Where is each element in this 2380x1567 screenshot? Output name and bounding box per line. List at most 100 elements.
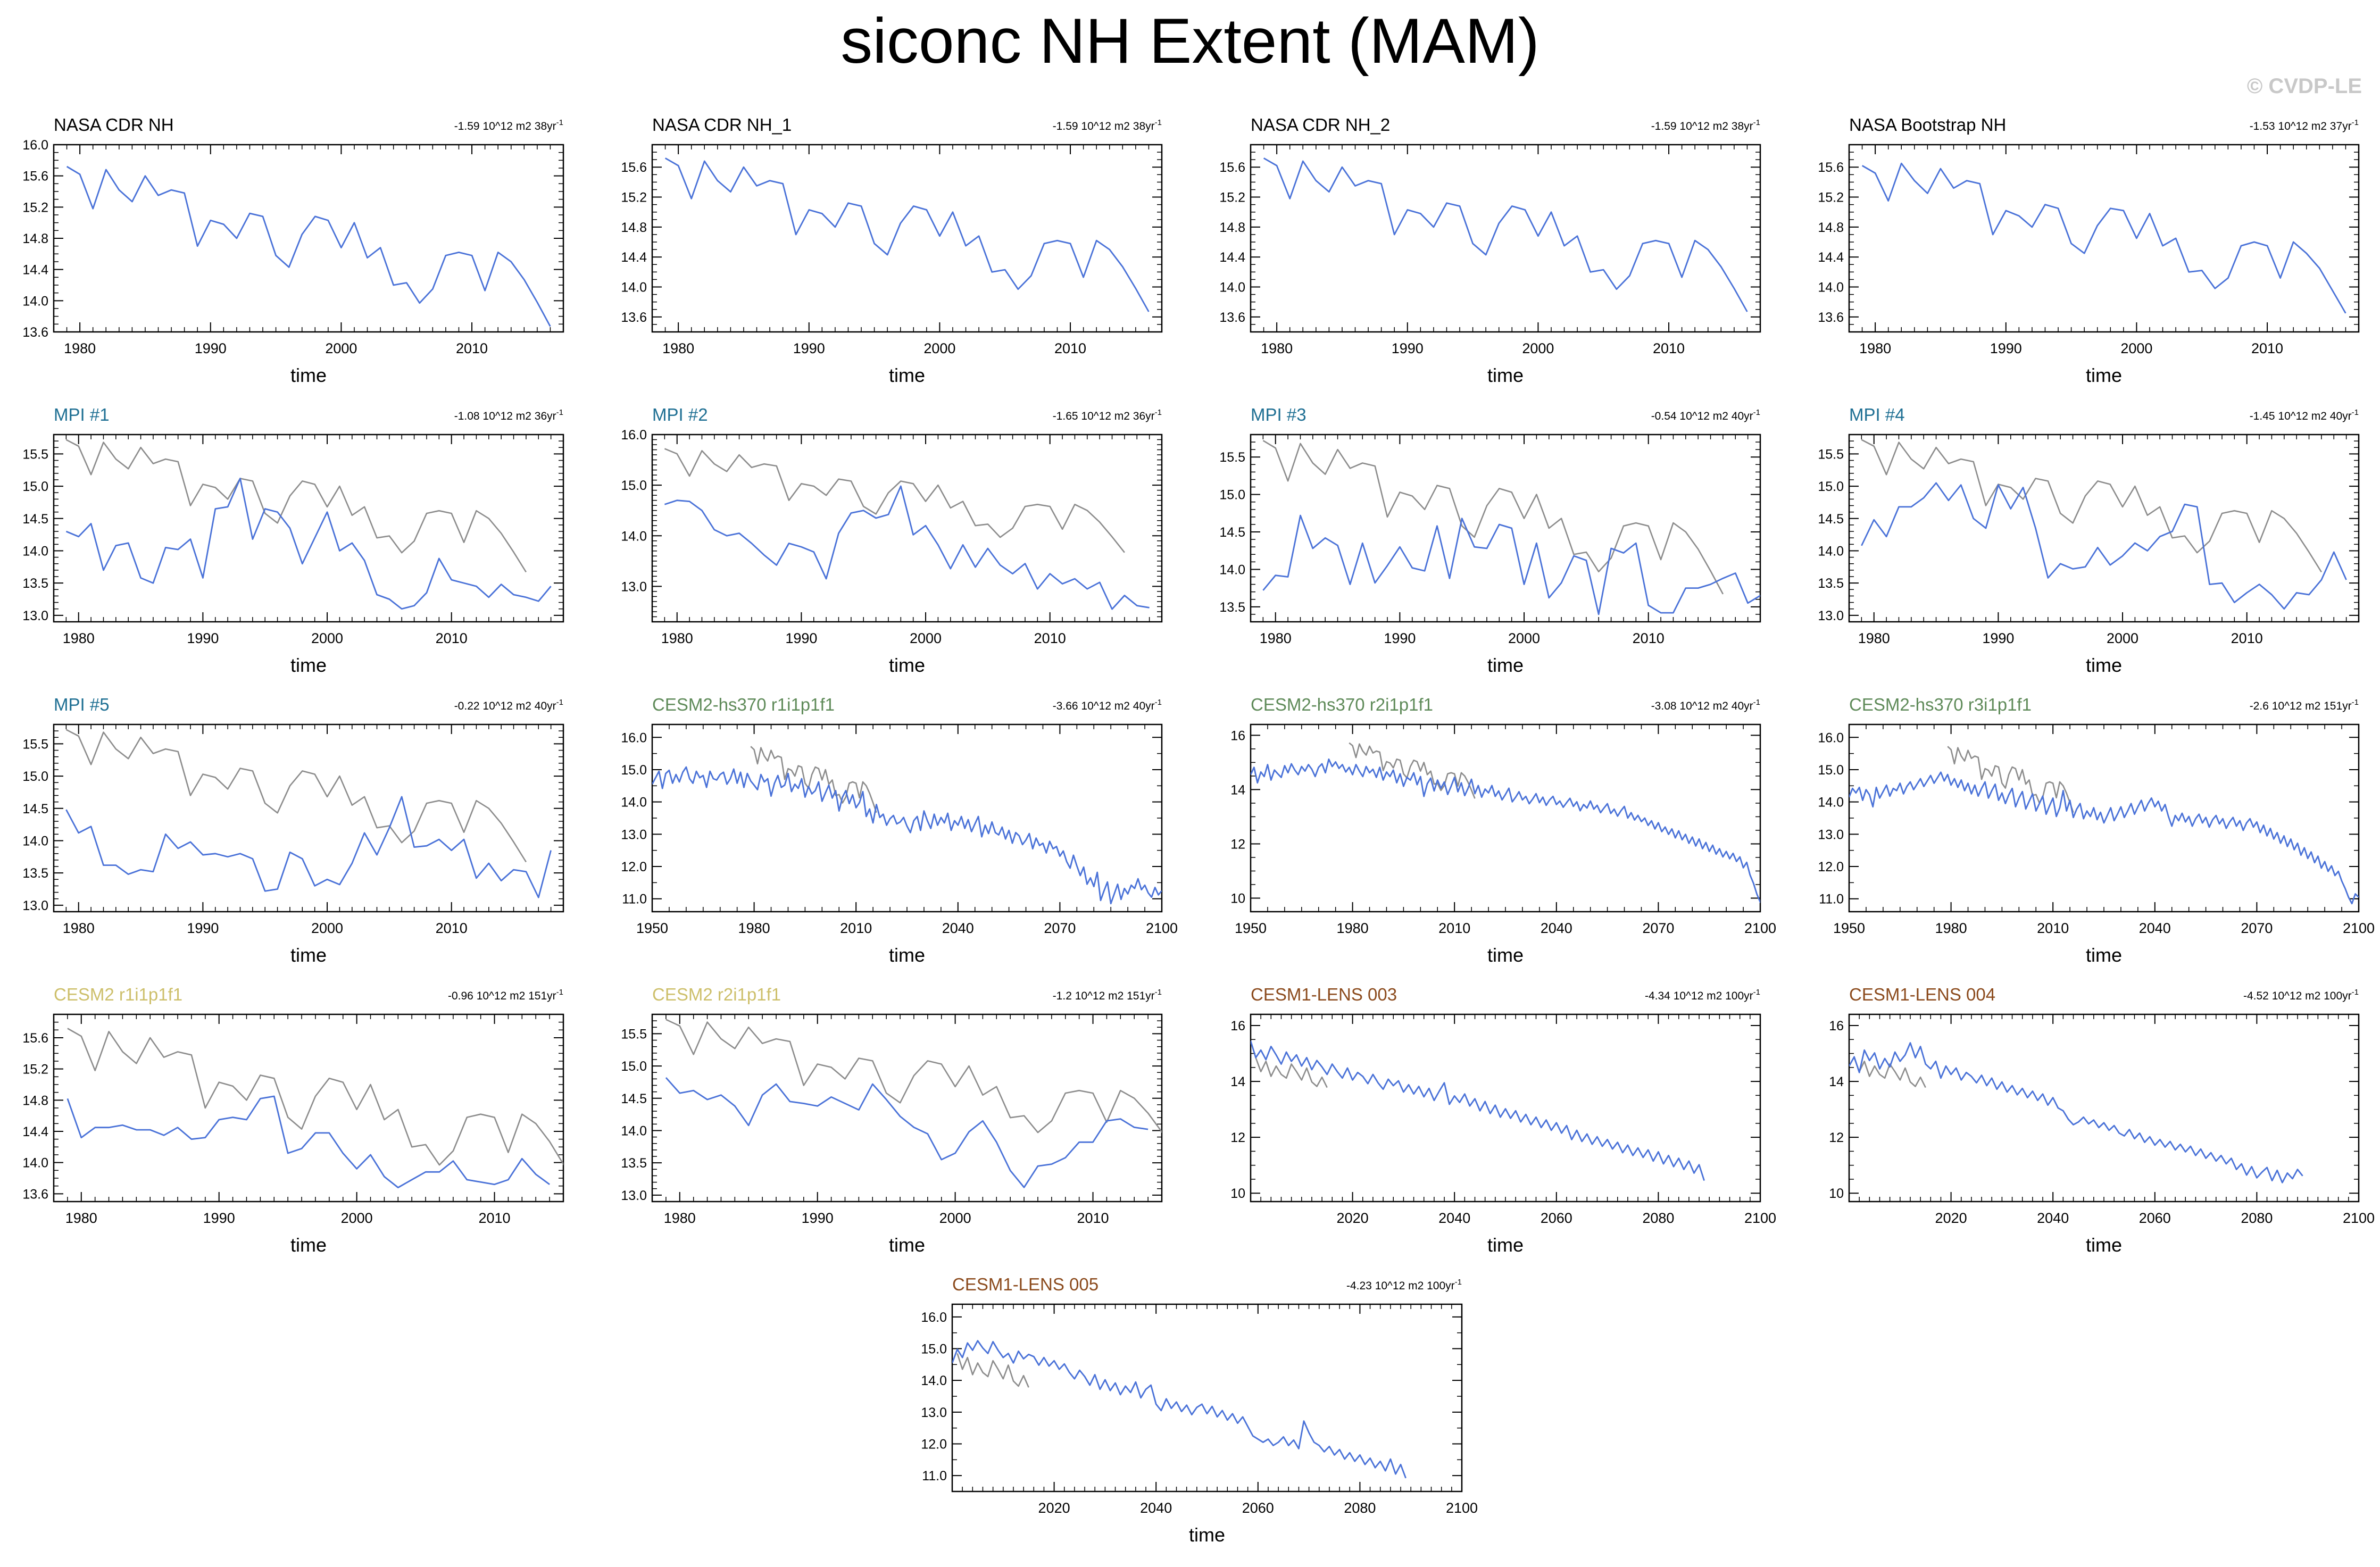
y-tick-label: 14.5: [22, 802, 48, 816]
trend-value: -1.08 10^12 m2 36yr: [454, 410, 556, 422]
y-tick-label: 16: [1829, 1019, 1844, 1033]
y-tick-label: 15.6: [22, 169, 48, 184]
x-tick-label: 2000: [2107, 630, 2138, 646]
chart-panel: MPI #4 -1.45 10^12 m2 40yr-1 1980 1990 2000 2…: [1818, 405, 2360, 676]
y-tick-label: 13.6: [1219, 310, 1245, 325]
x-axis-label: time: [1487, 1234, 1524, 1256]
model-series-line: [65, 478, 552, 610]
x-tick-label: 1950: [636, 920, 668, 936]
plot-frame: [53, 723, 564, 913]
x-tick-label: 2010: [1054, 340, 1086, 356]
y-tick-label: 14.8: [22, 231, 48, 246]
y-tick-label: 14: [1829, 1074, 1844, 1089]
y-tick-label: 12.0: [1818, 860, 1844, 874]
trend-value: -1.53 10^12 m2 37yr: [2250, 120, 2352, 132]
x-tick-label: 2000: [923, 340, 955, 356]
obs-series-line: [1255, 1057, 1328, 1088]
chart-panel: CESM2 r2i1p1f1 -1.2 10^12 m2 151yr-1 1980 1…: [621, 985, 1163, 1256]
chart-panel: NASA CDR NH -1.59 10^12 m2 38yr-1 1980 1990…: [22, 115, 564, 386]
x-tick-label: 2000: [341, 1210, 373, 1226]
x-axis-label: time: [2086, 944, 2122, 966]
y-tick-label: 14.8: [1818, 220, 1844, 235]
x-tick-label: 2010: [456, 340, 488, 356]
x-tick-label: 2080: [1344, 1500, 1376, 1516]
chart-title: MPI #2: [652, 405, 708, 424]
trend-label: -1.59 10^12 m2 38yr-1: [1651, 118, 1760, 132]
plot-frame: [651, 1013, 1163, 1203]
chart-title: CESM2-hs370 r1i1p1f1: [652, 695, 835, 714]
x-tick-label: 2060: [1242, 1500, 1274, 1516]
plot-frame: [53, 1013, 564, 1203]
x-axis-label: time: [889, 944, 925, 966]
plot-frame: [651, 723, 1163, 913]
y-tick-label: 14.0: [621, 1123, 647, 1138]
plot-frame: [651, 144, 1163, 333]
y-tick-label: 16.0: [921, 1310, 947, 1325]
chart-title: MPI #1: [54, 405, 110, 424]
y-tick-label: 14.4: [1818, 250, 1844, 265]
y-tick-label: 14.8: [1219, 220, 1245, 235]
trend-value: -3.08 10^12 m2 40yr: [1651, 700, 1753, 712]
trend-label: -4.23 10^12 m2 100yr-1: [1346, 1278, 1462, 1292]
y-tick-label: 14.4: [621, 250, 647, 265]
trend-label: -1.53 10^12 m2 37yr-1: [2250, 118, 2359, 132]
chart-panel: NASA CDR NH_1 -1.59 10^12 m2 38yr-1 1980 19…: [621, 115, 1163, 386]
x-tick-label: 2010: [1633, 630, 1665, 646]
chart-panel: MPI #2 -1.65 10^12 m2 36yr-1 1980 1990 2000 2…: [621, 405, 1163, 676]
x-tick-label: 2000: [939, 1210, 971, 1226]
x-tick-label: 1990: [785, 630, 817, 646]
trend-exponent: -1: [556, 118, 563, 127]
chart-title: NASA Bootstrap NH: [1849, 115, 2006, 135]
x-tick-label: 1950: [1235, 920, 1267, 936]
x-tick-label: 2010: [436, 630, 468, 646]
y-tick-label: 15.5: [621, 1027, 647, 1041]
y-tick-label: 12.0: [621, 860, 647, 874]
y-tick-label: 13.6: [1818, 310, 1844, 325]
trend-exponent: -1: [1155, 408, 1162, 417]
x-tick-label: 2100: [2343, 920, 2375, 936]
model-series-line: [1861, 482, 2347, 610]
y-tick-label: 15.0: [22, 769, 48, 784]
chart-title: CESM2-hs370 r3i1p1f1: [1849, 695, 2032, 714]
y-tick-label: 14.5: [621, 1091, 647, 1106]
x-tick-label: 1980: [1261, 340, 1293, 356]
obs-series-line: [1947, 746, 2074, 813]
x-tick-label: 2010: [1034, 630, 1066, 646]
plot-frame: [1250, 144, 1761, 333]
trend-value: -4.23 10^12 m2 100yr: [1346, 1280, 1455, 1292]
x-tick-label: 1980: [662, 340, 694, 356]
x-tick-label: 2020: [1935, 1210, 1967, 1226]
trend-label: -1.65 10^12 m2 36yr-1: [1053, 408, 1162, 422]
y-tick-label: 14.0: [22, 1156, 48, 1171]
trend-exponent: -1: [1155, 988, 1162, 997]
x-tick-label: 2010: [1077, 1210, 1109, 1226]
y-tick-label: 12: [1230, 837, 1245, 852]
y-tick-label: 15.2: [1818, 190, 1844, 205]
trend-label: -0.96 10^12 m2 151yr-1: [448, 988, 563, 1002]
x-tick-label: 1990: [187, 630, 219, 646]
trend-exponent: -1: [1155, 118, 1162, 127]
y-tick-label: 14.0: [621, 529, 647, 544]
y-tick-label: 15.6: [621, 160, 647, 175]
y-tick-label: 15.0: [621, 1059, 647, 1074]
x-tick-label: 1980: [1260, 630, 1292, 646]
chart-panel: CESM1-LENS 003 -4.34 10^12 m2 100yr-1 2020…: [1230, 985, 1776, 1256]
y-tick-label: 14.0: [921, 1373, 947, 1388]
y-tick-label: 14.0: [1219, 280, 1245, 295]
x-tick-label: 2010: [2231, 630, 2263, 646]
y-tick-label: 16.0: [621, 730, 647, 745]
trend-exponent: -1: [1753, 408, 1760, 417]
y-tick-label: 14.0: [1818, 280, 1844, 295]
x-tick-label: 2080: [2241, 1210, 2273, 1226]
y-tick-label: 14.8: [621, 220, 647, 235]
x-tick-label: 2000: [910, 630, 942, 646]
x-tick-label: 2000: [311, 920, 343, 936]
y-tick-label: 13.0: [22, 609, 48, 623]
plot-frame: [1250, 1013, 1761, 1203]
y-tick-label: 15.2: [22, 1062, 48, 1077]
x-tick-label: 2000: [2120, 340, 2152, 356]
y-tick-label: 15.5: [22, 447, 48, 462]
plot-frame: [1250, 723, 1761, 913]
trend-exponent: -1: [1753, 118, 1760, 127]
y-tick-label: 16.0: [22, 138, 48, 153]
